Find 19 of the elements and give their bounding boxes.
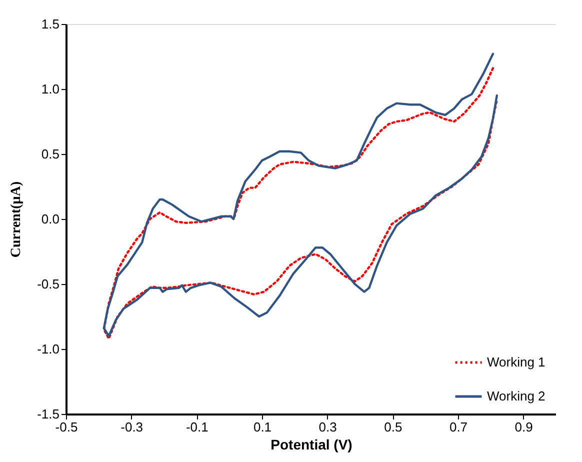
y-tick-label: 1.0: [41, 82, 60, 96]
y-tick-label: -0.5: [37, 276, 60, 292]
x-tick-label: 0.7: [449, 420, 468, 434]
x-tick-label: 0.9: [514, 420, 533, 434]
y-tick-label: -1.5: [37, 406, 60, 422]
x-axis-title: Potential (V): [270, 436, 352, 452]
x-tick-label: -0.1: [186, 420, 208, 434]
x-tick-label: 0.3: [318, 420, 337, 434]
x-tick-label: -0.3: [120, 420, 144, 434]
y-tick-label: 0.0: [41, 212, 60, 226]
y-tick-label: 0.5: [41, 146, 60, 162]
y-axis-title: Current(µA): [9, 181, 24, 258]
x-tick-label: 0.1: [253, 420, 272, 434]
x-tick-label: -0.5: [55, 420, 78, 434]
legend-label: Working 1: [487, 354, 546, 370]
x-tick-label: 0.5: [384, 420, 402, 434]
y-tick-label: 1.5: [41, 16, 60, 32]
y-tick-label: -1.0: [37, 342, 60, 356]
legend-label: Working 2: [487, 388, 546, 404]
